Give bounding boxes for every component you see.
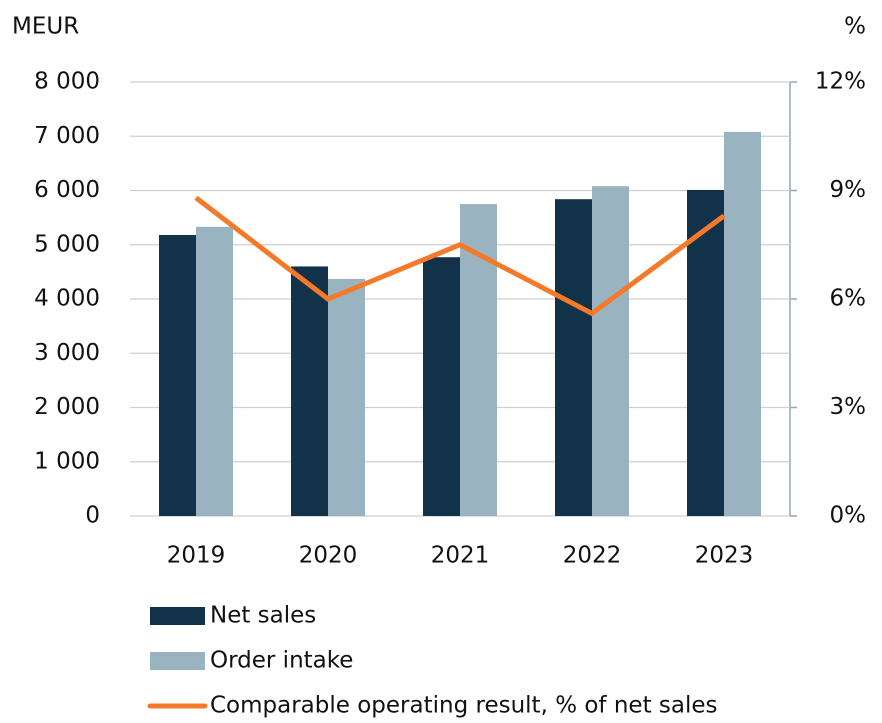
y-tick-label: 8 000 xyxy=(34,69,100,95)
bar xyxy=(423,257,460,516)
y2-tick-label: 0% xyxy=(830,503,867,529)
bar xyxy=(291,266,328,516)
x-tick-label: 2019 xyxy=(167,543,226,569)
legend-label: Order intake xyxy=(210,648,353,674)
y-tick-label: 5 000 xyxy=(34,231,100,257)
bar xyxy=(687,189,724,516)
y-tick-label: 6 000 xyxy=(34,177,100,203)
x-tick-label: 2022 xyxy=(563,543,622,569)
y2-tick-label: 6% xyxy=(830,286,867,312)
bar xyxy=(724,131,761,516)
legend-label: Comparable operating result, % of net sa… xyxy=(210,693,718,719)
bar xyxy=(555,199,592,516)
bar xyxy=(460,204,497,516)
x-tick-label: 2023 xyxy=(695,543,754,569)
y2-tick-label: 9% xyxy=(830,177,867,203)
y-tick-label: 1 000 xyxy=(34,448,100,474)
bar xyxy=(592,186,629,516)
y-tick-label: 4 000 xyxy=(34,286,100,312)
legend-swatch xyxy=(150,652,205,670)
y-tick-label: 2 000 xyxy=(34,394,100,420)
bar xyxy=(196,226,233,516)
y2-tick-label: 3% xyxy=(830,394,867,420)
legend-swatch xyxy=(150,607,205,625)
y-unit: MEUR xyxy=(12,14,79,40)
x-tick-label: 2021 xyxy=(431,543,490,569)
y2-unit: % xyxy=(844,14,866,40)
y-tick-label: 0 xyxy=(85,503,100,529)
bar xyxy=(328,278,365,516)
y2-tick-label: 12% xyxy=(815,69,866,95)
x-tick-label: 2020 xyxy=(299,543,358,569)
y-tick-label: 3 000 xyxy=(34,340,100,366)
bar xyxy=(159,234,196,517)
y-tick-label: 7 000 xyxy=(34,123,100,149)
legend-label: Net sales xyxy=(210,603,316,629)
line-series xyxy=(194,195,726,317)
